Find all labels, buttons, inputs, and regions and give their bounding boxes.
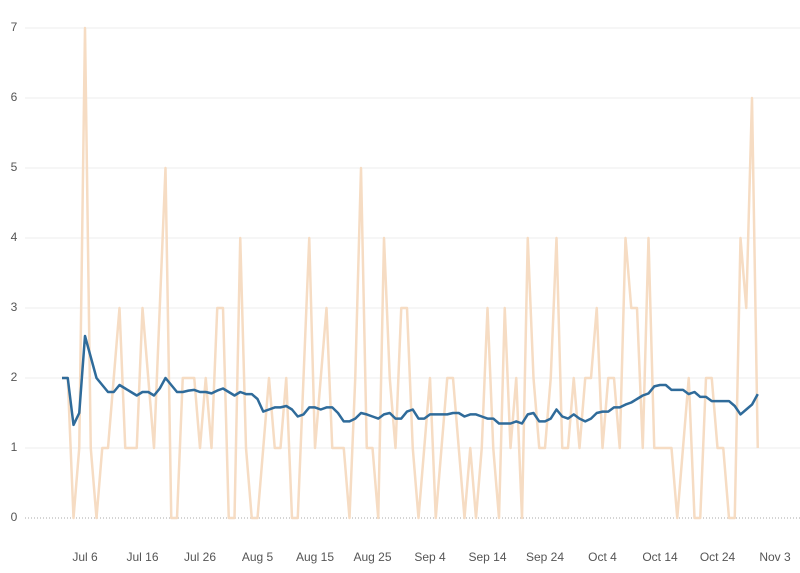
y-tick-label: 4	[11, 230, 18, 244]
y-tick-label: 5	[11, 160, 18, 174]
y-tick-label: 6	[11, 90, 18, 104]
x-tick-label: Aug 25	[353, 550, 391, 564]
x-tick-label: Oct 4	[588, 550, 617, 564]
y-tick-label: 2	[11, 370, 18, 384]
y-tick-label: 1	[11, 440, 18, 454]
x-tick-label: Aug 15	[296, 550, 334, 564]
x-tick-label: Aug 5	[242, 550, 274, 564]
y-tick-label: 0	[11, 510, 18, 524]
x-tick-label: Oct 24	[700, 550, 736, 564]
x-tick-label: Sep 14	[468, 550, 506, 564]
x-tick-label: Nov 3	[759, 550, 791, 564]
x-tick-label: Jul 26	[184, 550, 216, 564]
series-line	[62, 26, 759, 520]
x-tick-label: Sep 24	[526, 550, 564, 564]
x-tick-label: Sep 4	[414, 550, 446, 564]
x-tick-label: Oct 14	[642, 550, 678, 564]
x-tick-label: Jul 16	[126, 550, 158, 564]
x-tick-label: Jul 6	[72, 550, 98, 564]
series-line	[62, 334, 759, 427]
y-tick-label: 7	[11, 20, 18, 34]
y-tick-label: 3	[11, 300, 18, 314]
